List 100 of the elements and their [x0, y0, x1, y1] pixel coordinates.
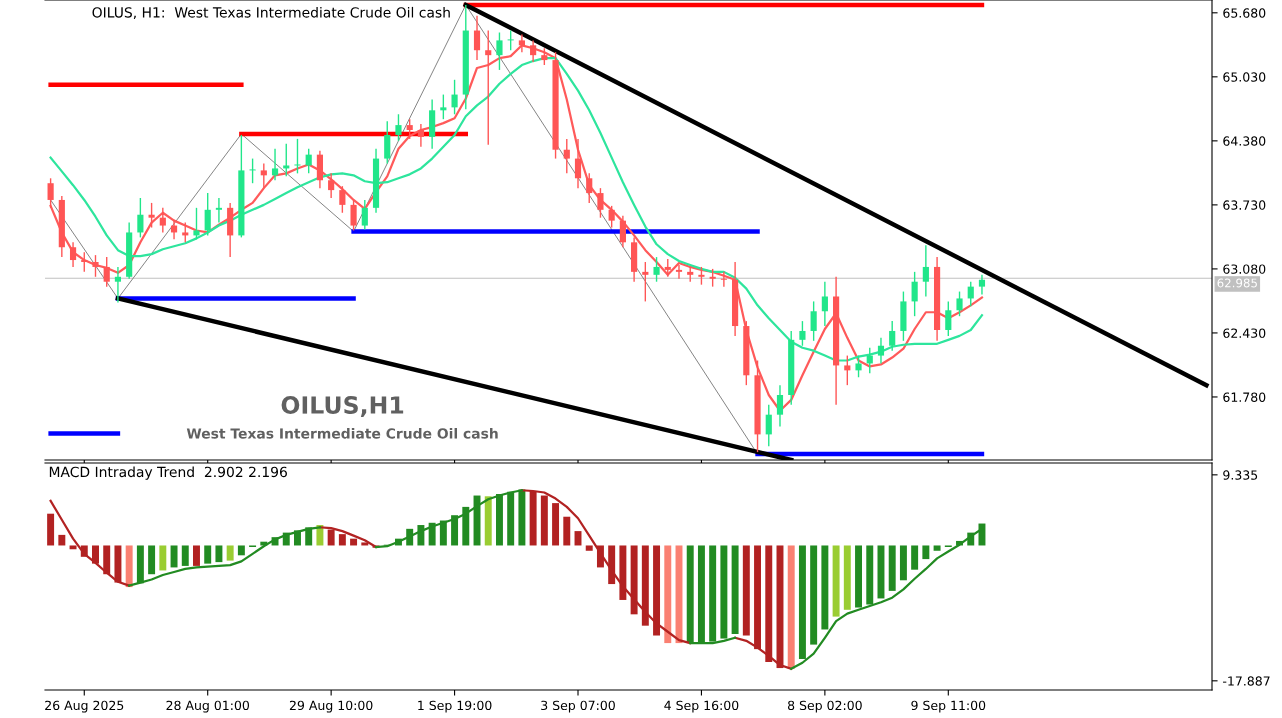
candlestick — [260, 162, 267, 189]
candlestick — [810, 300, 817, 342]
bar — [630, 545, 638, 615]
candlestick — [395, 113, 402, 142]
ref-line-label: 62.985 — [1217, 278, 1257, 288]
y-tick-label: 64.380 — [1223, 136, 1266, 146]
candlestick — [137, 197, 144, 239]
candlestick — [69, 241, 77, 268]
candlestick — [406, 118, 413, 140]
candlestick — [103, 256, 110, 288]
y-tick-label: 61.780 — [1223, 392, 1266, 402]
bar — [125, 545, 133, 588]
bar — [855, 545, 863, 608]
annotation: West Texas Intermediate Crude Oil cash — [186, 427, 498, 439]
bar — [798, 545, 806, 659]
bar — [92, 545, 99, 564]
bar — [697, 545, 705, 644]
y-tick-label: 62.430 — [1223, 328, 1266, 338]
candlestick — [574, 138, 582, 189]
candlestick — [92, 254, 99, 278]
candlestick — [889, 320, 896, 352]
candlestick — [182, 221, 189, 244]
bar — [69, 545, 77, 550]
candlestick — [328, 172, 335, 199]
line-series — [49, 57, 984, 362]
bar — [619, 545, 627, 600]
candlestick — [597, 187, 604, 219]
bar — [361, 542, 369, 546]
candlestick — [619, 215, 626, 248]
candlestick — [563, 138, 570, 175]
bar — [608, 545, 616, 585]
y-tick-label: -17.887 — [1223, 676, 1270, 686]
bar — [787, 545, 795, 669]
bar — [114, 545, 122, 583]
bar — [754, 545, 762, 650]
bar — [338, 534, 346, 546]
candlestick — [608, 205, 615, 229]
bar — [327, 529, 335, 546]
y-tick-label: 65.680 — [1223, 8, 1266, 18]
candlestick — [148, 202, 155, 229]
x-tick-label: 9 Sep 11:00 — [911, 700, 986, 713]
annotation: OILUS,H1 — [281, 396, 404, 417]
candlestick — [451, 79, 458, 115]
bar — [495, 494, 503, 546]
candlestick — [922, 244, 929, 298]
chart-title: OILUS, H1: West Texas Intermediate Crude Oil cash — [92, 6, 450, 20]
bar — [170, 545, 178, 568]
bar — [193, 545, 200, 566]
bar — [585, 545, 593, 551]
x-tick-label: 26 Aug 2025 — [45, 700, 124, 713]
candlestick — [720, 271, 727, 288]
candlestick — [496, 31, 503, 71]
bar — [47, 513, 55, 546]
bar — [226, 545, 234, 561]
candlestick — [507, 29, 514, 51]
bar — [765, 545, 773, 662]
candlestick — [675, 264, 683, 280]
candlestick — [294, 138, 301, 175]
bar — [204, 545, 212, 564]
bar — [866, 545, 874, 605]
candlestick — [945, 300, 952, 337]
candlestick — [283, 143, 290, 178]
bar — [237, 545, 245, 556]
x-tick-label: 1 Sep 19:00 — [418, 700, 492, 713]
candlestick — [765, 404, 772, 447]
candlestick — [339, 185, 346, 214]
candlestick — [776, 384, 784, 428]
bar — [742, 545, 750, 636]
bar — [720, 545, 728, 639]
candlestick — [799, 320, 806, 347]
candlestick — [215, 197, 223, 224]
x-tick-label: 28 Aug 01:00 — [166, 700, 250, 713]
bar — [540, 495, 548, 546]
candlestick — [271, 148, 279, 181]
candlestick — [193, 207, 200, 241]
candlestick — [844, 354, 851, 386]
y-tick-label: 63.080 — [1223, 264, 1266, 274]
bar — [810, 545, 818, 645]
bar — [843, 545, 851, 610]
bar — [888, 545, 896, 591]
bar — [821, 545, 829, 630]
bar — [922, 545, 930, 560]
bar — [484, 496, 492, 546]
candlestick — [967, 281, 974, 308]
chart-title: MACD Intraday Trend 2.902 2.196 — [49, 466, 287, 480]
candlestick — [956, 290, 963, 317]
bar — [832, 545, 840, 617]
bar — [911, 545, 919, 570]
bar — [731, 545, 739, 635]
bar — [58, 534, 66, 546]
y-tick-label: 63.730 — [1223, 200, 1266, 210]
candlestick — [586, 172, 593, 204]
bar — [709, 545, 717, 642]
candlestick — [305, 148, 312, 175]
candlestick — [249, 157, 256, 184]
candlestick — [821, 281, 828, 327]
candlestick — [978, 274, 986, 296]
y-tick-label: 65.030 — [1223, 72, 1266, 82]
x-tick-label: 3 Sep 07:00 — [541, 700, 615, 713]
y-tick-label: 9.335 — [1223, 470, 1258, 480]
